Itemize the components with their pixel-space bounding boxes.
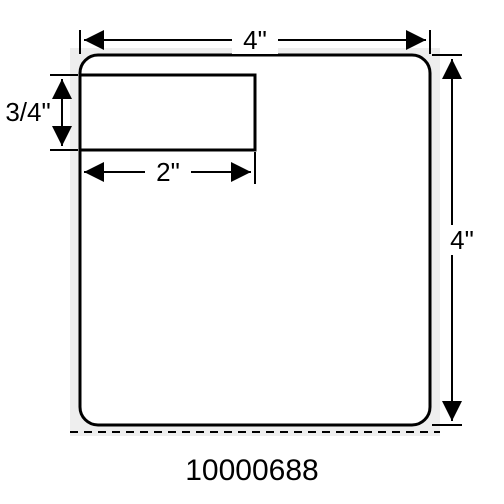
dim-right-label: 4" (450, 225, 474, 255)
part-number: 10000688 (185, 454, 318, 487)
dim-cut-w-label: 2" (156, 157, 180, 187)
dim-cut-h-label: 3/4" (5, 97, 50, 127)
dim-top-label: 4" (243, 25, 267, 55)
drawing-svg: 4" 4" 2" 3/4" 10000688 (0, 0, 504, 504)
drawing-stage: 4" 4" 2" 3/4" 10000688 (0, 0, 504, 504)
